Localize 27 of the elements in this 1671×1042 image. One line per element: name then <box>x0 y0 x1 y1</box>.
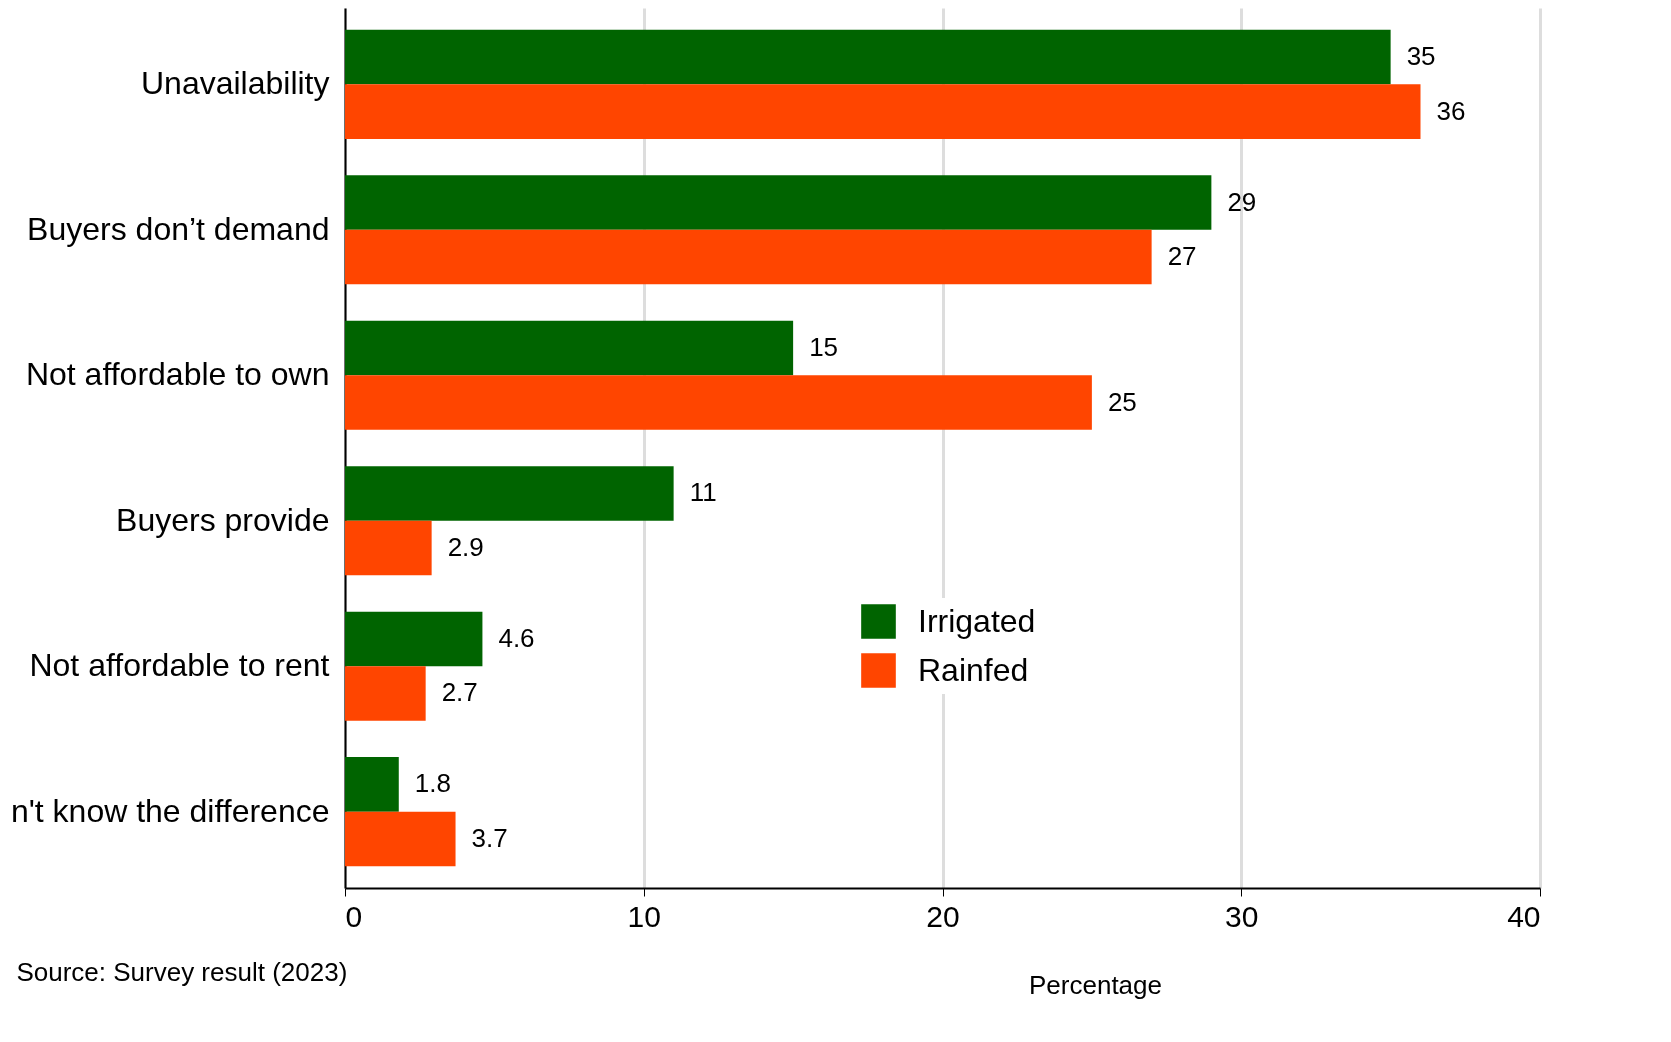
data-label: 2.9 <box>447 532 484 562</box>
data-label: 25 <box>1107 386 1137 417</box>
data-label: 4.6 <box>498 622 535 653</box>
data-label: 3.7 <box>471 822 508 853</box>
data-label: 1.8 <box>414 768 451 799</box>
y-tick-label: Buyers don’t demand <box>27 210 330 247</box>
data-label: 11 <box>689 477 717 508</box>
data-label: 29 <box>1227 186 1257 217</box>
data-label: 36 <box>1436 95 1466 126</box>
x-tick-label: 30 <box>1225 899 1259 933</box>
x-axis-title: Percentage <box>1029 969 1162 1000</box>
data-label: 15 <box>809 332 839 362</box>
y-tick-label: Not affordable to own <box>25 356 330 393</box>
x-tick-label: 40 <box>1507 899 1541 933</box>
y-tick-label: Buyers provide <box>116 501 330 538</box>
x-tick-label: 20 <box>926 899 960 933</box>
x-tick-label: 10 <box>627 899 661 933</box>
data-label: 27 <box>1167 241 1197 272</box>
data-label: 35 <box>1406 41 1436 72</box>
x-tick-label: 0 <box>345 899 363 933</box>
y-tick-label: Unavailability <box>140 65 330 102</box>
legend-label: Irrigated <box>918 602 1036 639</box>
y-tick-label: Not affordable to rent <box>29 647 330 684</box>
y-tick-label: n't know the difference <box>10 792 330 829</box>
data-label: 2.7 <box>441 677 478 708</box>
source-note: Source: Survey result (2023) <box>16 957 348 987</box>
legend-label: Rainfed <box>918 651 1029 688</box>
